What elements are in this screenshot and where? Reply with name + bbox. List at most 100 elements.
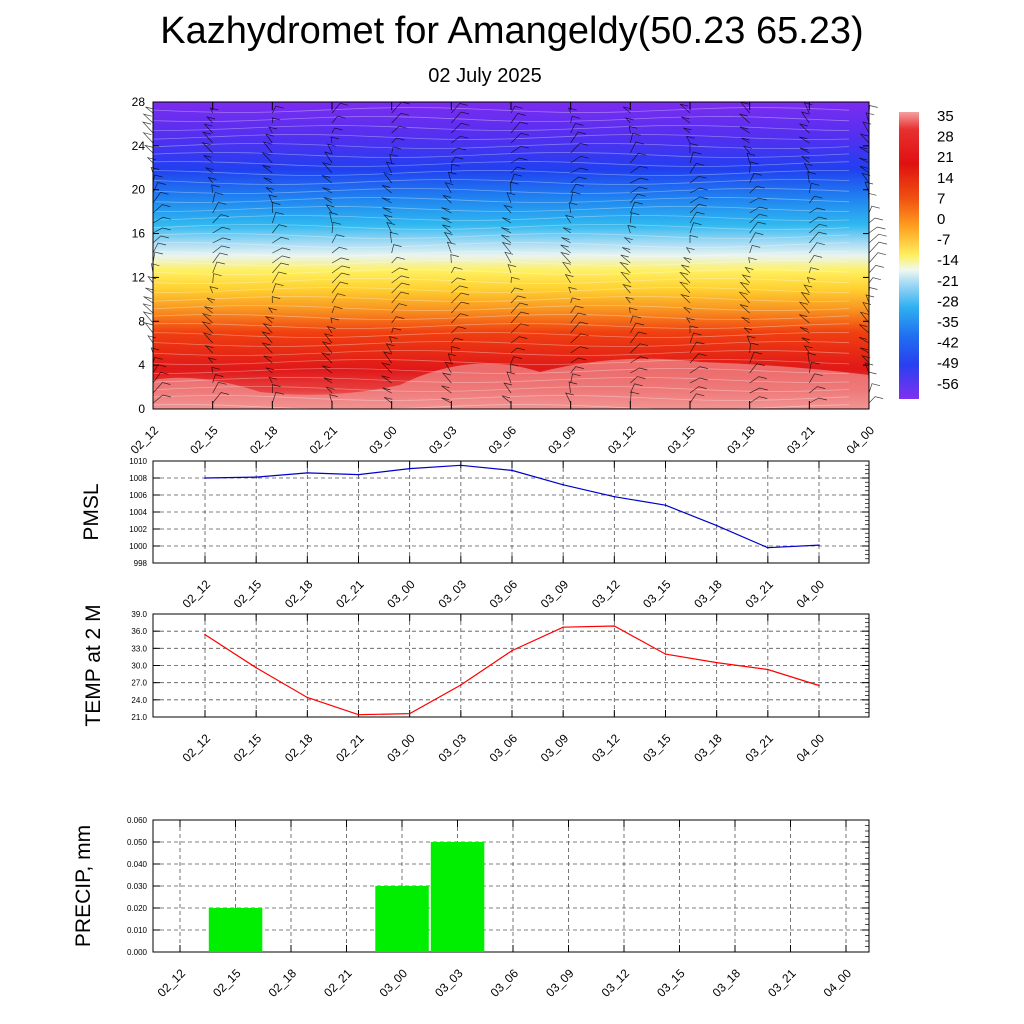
wind-barb bbox=[689, 366, 708, 374]
wind-barb bbox=[800, 291, 810, 304]
x-tick-label: 04_00 bbox=[794, 731, 828, 765]
wind-barb bbox=[681, 116, 691, 124]
wind-barb bbox=[630, 343, 649, 354]
y-tick-label: 1010 bbox=[129, 457, 147, 466]
colorbar: 35 28 21 14 7 0 -7 -14 -21 -28 -35 -42 -49 -56 bbox=[899, 108, 959, 399]
wind-barb bbox=[150, 167, 160, 174]
wind-barb bbox=[739, 113, 750, 124]
wind-barb bbox=[683, 306, 692, 314]
wind-barb bbox=[331, 127, 343, 134]
wind-barb bbox=[689, 386, 707, 394]
isotherm-line bbox=[152, 350, 850, 356]
wind-barb bbox=[862, 301, 872, 314]
isotherm-line bbox=[152, 233, 850, 239]
wind-barb bbox=[152, 227, 171, 234]
wind-barb bbox=[689, 341, 705, 354]
wind-barb bbox=[271, 117, 281, 123]
wind-barb bbox=[272, 271, 287, 284]
x-tick-label: 03_09 bbox=[545, 423, 579, 457]
wind-barb bbox=[272, 105, 284, 114]
wind-barb bbox=[865, 112, 875, 124]
cross-section-panel: 0 4 8 12 16 20 24 28 02_12 02_15 02_18 02_21 03_00 0… bbox=[128, 95, 887, 457]
x-tick-label: 03_00 bbox=[384, 577, 418, 611]
wind-barb bbox=[741, 137, 750, 144]
wind-barb bbox=[326, 326, 336, 334]
wind-barb bbox=[391, 275, 410, 284]
wind-barb bbox=[204, 306, 213, 314]
wind-barb bbox=[560, 251, 571, 264]
wind-barb bbox=[451, 122, 470, 134]
wind-barb bbox=[142, 303, 154, 314]
wind-barb bbox=[510, 173, 523, 184]
colorbar-label: -7 bbox=[937, 232, 950, 249]
wind-barb bbox=[272, 211, 284, 224]
x-tick-label: 03_15 bbox=[640, 577, 674, 611]
wind-barb bbox=[391, 256, 406, 264]
colorbar-label: 7 bbox=[937, 190, 945, 207]
wind-barb bbox=[629, 212, 640, 224]
x-tick-label: 03_12 bbox=[599, 966, 633, 1000]
wind-barb bbox=[738, 291, 750, 304]
wind-barb bbox=[381, 197, 392, 204]
wind-barb bbox=[868, 287, 878, 294]
y-tick-label: 33.0 bbox=[131, 644, 147, 653]
isotherm-line bbox=[152, 323, 850, 329]
wind-barb bbox=[272, 283, 284, 294]
wind-barb bbox=[152, 204, 171, 214]
wind-barb bbox=[679, 281, 691, 294]
isotherm-line bbox=[152, 395, 850, 401]
wind-barb bbox=[501, 395, 512, 404]
wind-barb bbox=[385, 343, 395, 354]
wind-barb bbox=[742, 145, 752, 154]
wind-barb bbox=[739, 304, 750, 314]
wind-barb bbox=[441, 217, 452, 224]
precip-bar bbox=[208, 908, 263, 952]
wind-barb bbox=[680, 293, 691, 304]
wind-barb bbox=[619, 261, 631, 274]
wind-barb bbox=[384, 396, 393, 404]
wind-barb bbox=[749, 213, 768, 224]
wind-barb bbox=[323, 197, 333, 204]
wind-barb bbox=[442, 195, 452, 204]
wind-barb bbox=[206, 116, 216, 124]
x-tick-label: 02_15 bbox=[187, 423, 221, 457]
wind-barb bbox=[212, 214, 229, 224]
y-tick-label: 1004 bbox=[129, 508, 147, 517]
data-point bbox=[511, 469, 513, 472]
wind-barb bbox=[570, 183, 585, 194]
wind-barb bbox=[451, 292, 470, 304]
wind-barb bbox=[561, 237, 571, 244]
wind-barb bbox=[749, 396, 768, 404]
wind-barb bbox=[331, 102, 349, 114]
wind-barb bbox=[689, 203, 707, 214]
wind-barb bbox=[749, 185, 765, 194]
wind-barb bbox=[809, 373, 823, 384]
wind-barb bbox=[451, 156, 464, 164]
wind-barb bbox=[391, 316, 405, 324]
wind-barb bbox=[689, 196, 708, 204]
x-tick-label: 02_21 bbox=[333, 731, 367, 765]
wind-barb bbox=[451, 285, 468, 294]
isotherm-contours bbox=[152, 107, 850, 410]
wind-barb bbox=[809, 207, 826, 214]
wind-barb bbox=[506, 371, 516, 384]
wind-barb bbox=[568, 286, 577, 294]
wind-barb bbox=[142, 113, 154, 124]
wind-barb bbox=[510, 287, 523, 294]
wind-barb bbox=[562, 227, 572, 234]
wind-barb bbox=[858, 157, 870, 164]
x-tick-label: 02_21 bbox=[333, 577, 367, 611]
wind-barb bbox=[202, 332, 213, 344]
wind-barb bbox=[749, 206, 768, 214]
wind-barb bbox=[451, 337, 464, 344]
y-tick-label: 1008 bbox=[129, 474, 147, 483]
y-tick-label: 30.0 bbox=[131, 662, 147, 671]
wind-barb bbox=[441, 385, 452, 394]
wind-barb bbox=[808, 361, 820, 374]
x-tick-label: 02_18 bbox=[247, 423, 281, 457]
wind-barb bbox=[212, 273, 222, 284]
wind-barb bbox=[749, 161, 759, 174]
wind-barb bbox=[212, 237, 231, 244]
data-point bbox=[562, 484, 564, 486]
data-point bbox=[818, 544, 820, 546]
